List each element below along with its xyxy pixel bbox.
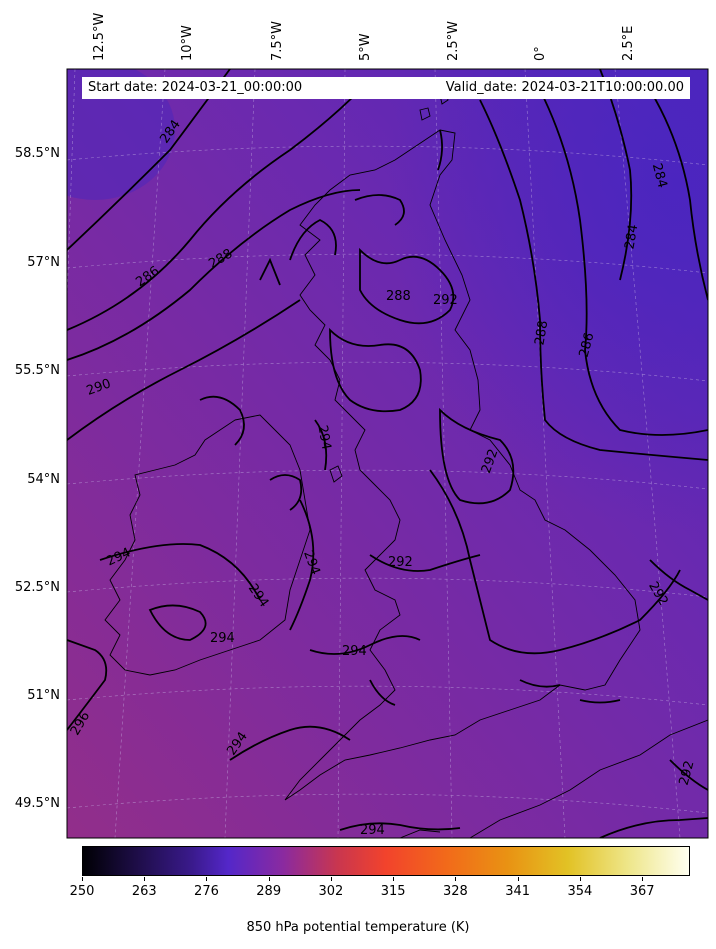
contour-label: 284 [649, 162, 670, 190]
latitude-label: 58.5°N [14, 146, 60, 161]
contour-lines [67, 69, 708, 838]
contour-label: 294 [210, 631, 235, 646]
colorbar-tick-label: 341 [505, 884, 531, 899]
contour-label: 292 [677, 759, 698, 787]
contour-label: 294 [314, 424, 333, 451]
contour-label: 288 [386, 289, 411, 304]
colorbar-title: 850 hPa potential temperature (K) [246, 920, 470, 935]
valid-date-label: Valid_date: 2024-03-21T10:00:00.00 [445, 80, 684, 95]
colorbar-tick [517, 877, 519, 881]
longitude-label: 5°W [358, 33, 373, 61]
longitude-label: 0° [533, 46, 548, 61]
colorbar-tick [642, 877, 644, 881]
contour-label: 288 [532, 319, 551, 346]
latitude-label: 54°N [27, 472, 60, 487]
colorbar-tick-label: 367 [629, 884, 655, 899]
contour-label: 292 [433, 293, 458, 308]
potential-temperature-field: 284 286 288 290 284 284 288 286 288 292 … [67, 69, 708, 838]
contour-label-group: 284 286 288 290 284 284 288 286 288 292 … [68, 117, 698, 838]
colorbar-tick [82, 877, 83, 881]
longitude-label: 2.5°W [446, 20, 461, 61]
colorbar-tick [268, 877, 270, 881]
colorbar-tick [455, 877, 457, 881]
contour-label: 292 [388, 555, 413, 570]
colorbar-tick-label: 276 [194, 884, 219, 899]
contour-label: 284 [622, 223, 641, 250]
contour-label: 286 [577, 331, 598, 359]
longitude-label: 10°W [180, 25, 195, 61]
colorbar-tick-label: 302 [318, 884, 344, 899]
contour-label: 294 [342, 644, 367, 659]
latitude-label: 51°N [27, 688, 60, 703]
colorbar-tick [206, 877, 208, 881]
colorbar-tick-label: 263 [131, 884, 157, 899]
longitude-label: 7.5°W [270, 20, 285, 61]
colorbar-tick-label: 315 [380, 884, 406, 899]
start-date-label: Start date: 2024-03-21_00:00:00 [88, 80, 303, 95]
colorbar-tick-label: 328 [442, 884, 468, 899]
date-info-bar: Start date: 2024-03-21_00:00:00 Valid_da… [82, 77, 690, 99]
latitude-label: 55.5°N [14, 363, 60, 378]
longitude-label: 2.5°E [621, 25, 636, 61]
coastlines [104, 91, 708, 838]
map-frame [66, 68, 709, 839]
colorbar-tick-label: 354 [567, 884, 593, 899]
colorbar-tick [579, 877, 581, 881]
colorbar-tick [330, 877, 332, 881]
longitude-label: 12.5°W [92, 12, 107, 61]
latitude-label: 57°N [27, 255, 60, 270]
latitude-label: 49.5°N [14, 796, 60, 811]
colorbar-tick-label: 250 [69, 884, 95, 899]
colorbar [82, 846, 690, 876]
latitude-label: 52.5°N [14, 580, 60, 595]
colorbar-tick-label: 289 [256, 884, 282, 899]
contour-label: 294 [360, 823, 385, 838]
colorbar-tick [393, 877, 395, 881]
colorbar-tick [144, 877, 146, 881]
